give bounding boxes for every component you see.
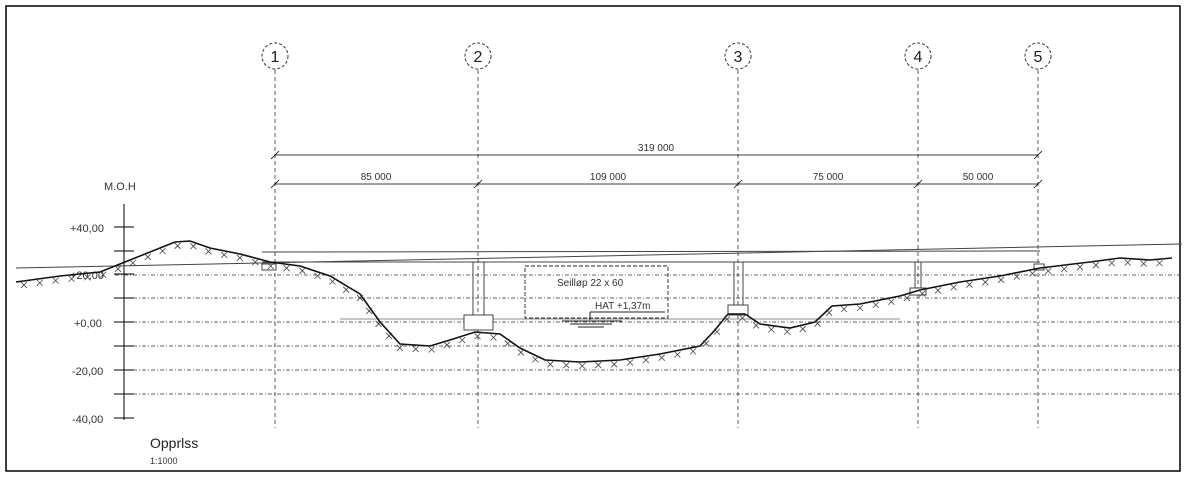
span-dimension: 109 000 [590, 172, 627, 183]
elevation-tick-label: -20,00 [72, 366, 103, 378]
span-dimension: 50 000 [963, 172, 994, 183]
drawing-title: Opprlss [150, 435, 198, 451]
span-dimension: 75 000 [813, 172, 844, 183]
span-dimension: 85 000 [361, 172, 392, 183]
axis-label: 2 [474, 49, 483, 66]
elevation-label: M.O.H [104, 181, 136, 193]
drawing-scale: 1:1000 [150, 456, 178, 466]
navigation-channel-label: Seilløp 22 x 60 [557, 278, 624, 289]
dimension-lines [270, 150, 1043, 189]
terrain-profile [15, 240, 1173, 363]
water-level-label: HAT +1,37m [595, 301, 651, 312]
elevation-scale [114, 204, 134, 420]
terrain-hatching [20, 242, 1163, 370]
axis-label: 1 [271, 49, 280, 66]
axis-label: 5 [1034, 49, 1043, 66]
water-level-marker [562, 311, 665, 328]
bridge-deck [15, 243, 1183, 269]
navigation-channel-box [524, 265, 669, 319]
elevation-tick-label: -40,00 [72, 414, 103, 426]
total-span-dimension: 319 000 [638, 143, 675, 154]
axis-bubbles [261, 42, 1052, 70]
elevation-tick-label: +40,00 [70, 223, 104, 235]
elevation-tick-label: +0,00 [74, 318, 102, 330]
axis-label: 3 [734, 49, 743, 66]
piers [261, 262, 1045, 331]
axis-label: 4 [914, 49, 923, 66]
sheet-border [5, 5, 1181, 472]
elevation-gridlines [115, 274, 1182, 395]
